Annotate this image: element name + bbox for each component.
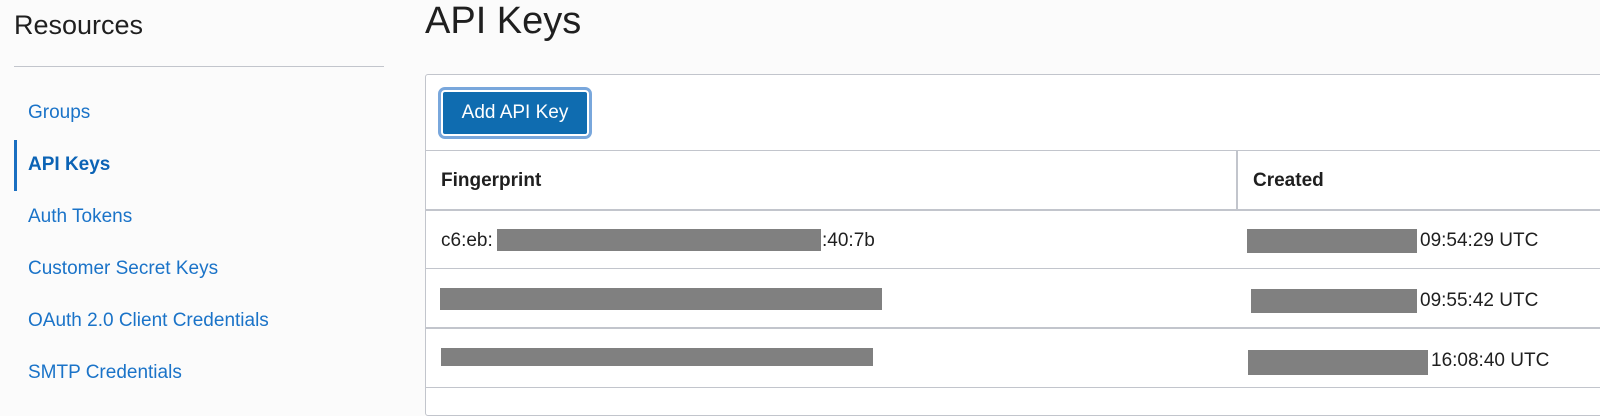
divider [426, 387, 1600, 388]
divider [426, 209, 1600, 211]
sidebar-title: Resources [14, 10, 144, 40]
divider [14, 66, 384, 67]
fingerprint-suffix: :40:7b [822, 230, 875, 251]
divider [426, 327, 1600, 329]
redaction [441, 348, 873, 366]
column-header-fingerprint[interactable]: Fingerprint [441, 170, 542, 191]
fingerprint-prefix: c6:eb: [441, 230, 493, 251]
page-title: API Keys [425, 0, 582, 42]
sidebar-item-smtp-credentials[interactable]: SMTP Credentials [28, 362, 182, 383]
redaction [497, 229, 821, 251]
divider [426, 268, 1600, 269]
created-time: 09:55:42 UTC [1420, 290, 1539, 311]
redaction [1247, 229, 1417, 253]
created-time: 09:54:29 UTC [1420, 230, 1539, 251]
sidebar-item-customer-secret-keys[interactable]: Customer Secret Keys [28, 258, 219, 279]
divider [426, 150, 1600, 151]
redaction [1248, 350, 1428, 375]
column-divider[interactable] [1236, 150, 1238, 210]
sidebar-item-oauth-credentials[interactable]: OAuth 2.0 Client Credentials [28, 310, 269, 331]
sidebar-item-api-keys[interactable]: API Keys [28, 154, 111, 175]
column-header-created[interactable]: Created [1253, 170, 1324, 191]
created-time: 16:08:40 UTC [1431, 350, 1550, 371]
active-indicator [14, 140, 17, 191]
redaction [1251, 289, 1417, 313]
sidebar-item-groups[interactable]: Groups [28, 102, 91, 123]
add-api-key-button[interactable]: Add API Key [438, 87, 592, 139]
sidebar-item-auth-tokens[interactable]: Auth Tokens [28, 206, 133, 227]
redaction [440, 288, 882, 310]
